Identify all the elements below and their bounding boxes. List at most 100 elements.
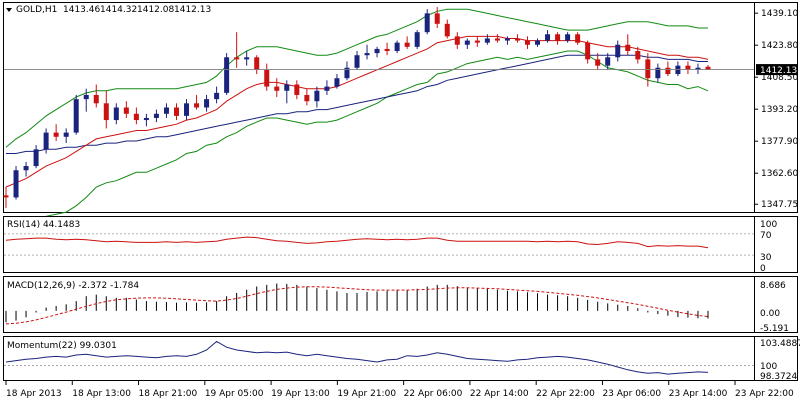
candle-body: [465, 41, 470, 45]
candle-body: [635, 51, 640, 59]
candle-body: [194, 103, 199, 107]
candle-body: [625, 45, 630, 51]
time-tick-label: 18 Apr 13:00: [72, 389, 131, 399]
macd-scale-max: 8.686: [760, 281, 786, 291]
candle-body: [304, 95, 309, 101]
candle-body: [445, 24, 450, 37]
candle-body: [84, 95, 89, 99]
momentum-scale-min: 98.3724: [760, 372, 797, 382]
candle-body: [224, 57, 229, 93]
candle-body: [425, 13, 430, 32]
price-tick-label: 1393.20: [761, 105, 798, 115]
price-scale[interactable]: 1439.101423.801408.501393.201377.901362.…: [754, 3, 798, 213]
candle-body: [204, 99, 209, 107]
candle-body: [455, 36, 460, 44]
time-tick-label: 23 Apr 22:00: [735, 389, 794, 399]
price-tick-label: 1362.60: [761, 169, 798, 179]
candle[interactable]: [74, 95, 79, 135]
time-tick-label: 23 Apr 06:00: [602, 389, 661, 399]
price-pane[interactable]: GOLD,H1 1413.46 1414.32 1412.08 1412.13: [4, 3, 755, 227]
candle-body: [375, 49, 380, 53]
candle-body: [24, 166, 29, 170]
macd-scale-zero: 0.00: [760, 309, 780, 319]
candle-body: [314, 91, 319, 101]
momentum-pane[interactable]: Momentum(22) 99.0301 103.4887 100 98.372…: [4, 337, 800, 383]
rsi-scale-0: 0: [760, 264, 766, 274]
candle[interactable]: [415, 30, 420, 49]
candle-body: [575, 34, 580, 42]
candle-body: [545, 34, 550, 40]
candle-body: [435, 13, 440, 23]
candle-body: [495, 38, 500, 40]
candle-body: [284, 84, 289, 90]
ohlc-low: 1412.08: [137, 5, 174, 15]
rsi-label: RSI(14) 44.1483: [7, 220, 80, 230]
momentum-scale-100: 100: [760, 362, 777, 372]
candle-body: [585, 43, 590, 60]
candle-body: [706, 67, 711, 70]
candle-body: [515, 38, 520, 40]
candle[interactable]: [224, 53, 229, 95]
candle-body: [134, 114, 139, 120]
time-tick-label: 18 Apr 2013: [6, 389, 62, 399]
candle-body: [114, 108, 119, 121]
macd-scale-min: -5.191: [760, 324, 789, 334]
candle-body: [595, 59, 600, 65]
symbol-label: GOLD,H1: [16, 5, 57, 15]
momentum-scale-max: 103.4887: [760, 339, 800, 349]
rsi-scale-100: 100: [760, 220, 777, 230]
candle-body: [214, 93, 219, 99]
candle-body: [244, 57, 249, 59]
time-tick-label: 22 Apr 14:00: [470, 389, 529, 399]
candle-body: [645, 59, 650, 78]
candle-body: [615, 45, 620, 58]
macd-label: MACD(12,26,9) -2.372 -1.784: [7, 281, 139, 291]
candle-body: [174, 108, 179, 116]
candle-body: [324, 87, 329, 91]
time-tick-label: 19 Apr 05:00: [205, 389, 264, 399]
candle-body: [64, 133, 69, 137]
candle-body: [234, 57, 239, 59]
momentum-label: Momentum(22) 99.0301: [7, 341, 117, 351]
candle-body: [605, 57, 610, 65]
candle-body: [54, 133, 59, 137]
time-tick-label: 22 Apr 06:00: [404, 389, 463, 399]
candle[interactable]: [14, 166, 19, 199]
candle-body: [14, 170, 19, 197]
candle-body: [154, 114, 159, 118]
rsi-scale-70: 70: [760, 231, 772, 241]
candle-body: [555, 34, 560, 40]
time-tick-label: 19 Apr 13:00: [271, 389, 330, 399]
price-tick-label: 1439.10: [761, 9, 798, 19]
rsi-scale-30: 30: [760, 253, 772, 263]
time-tick-label: 19 Apr 21:00: [337, 389, 396, 399]
price-tick-label: 1347.75: [761, 200, 798, 210]
candle-body: [505, 38, 510, 40]
candle-body: [274, 87, 279, 91]
current-price-tag-label: 1412.13: [760, 66, 797, 76]
candle-body: [74, 99, 79, 132]
candle-body: [415, 32, 420, 47]
ohlc-high: 1414.32: [100, 5, 137, 15]
candle-body: [405, 43, 410, 47]
candle-body: [264, 70, 269, 87]
candle-body: [104, 103, 109, 120]
candle-body: [385, 49, 390, 51]
candle-body: [34, 149, 39, 166]
candle-body: [665, 68, 670, 74]
candle-body: [4, 195, 9, 197]
rsi-pane[interactable]: RSI(14) 44.1483 100 70 30 0: [4, 217, 798, 275]
candle-body: [525, 41, 530, 45]
candle-body: [144, 118, 149, 120]
candle-body: [565, 34, 570, 40]
ohlc-close: 1412.13: [174, 5, 211, 15]
candle-body: [294, 84, 299, 94]
candle-body: [395, 43, 400, 51]
macd-pane[interactable]: MACD(12,26,9) -2.372 -1.784 8.686 0.00 -…: [4, 277, 798, 335]
candle-body: [44, 133, 49, 150]
candle-body: [535, 41, 540, 45]
time-tick-label: 22 Apr 22:00: [536, 389, 595, 399]
